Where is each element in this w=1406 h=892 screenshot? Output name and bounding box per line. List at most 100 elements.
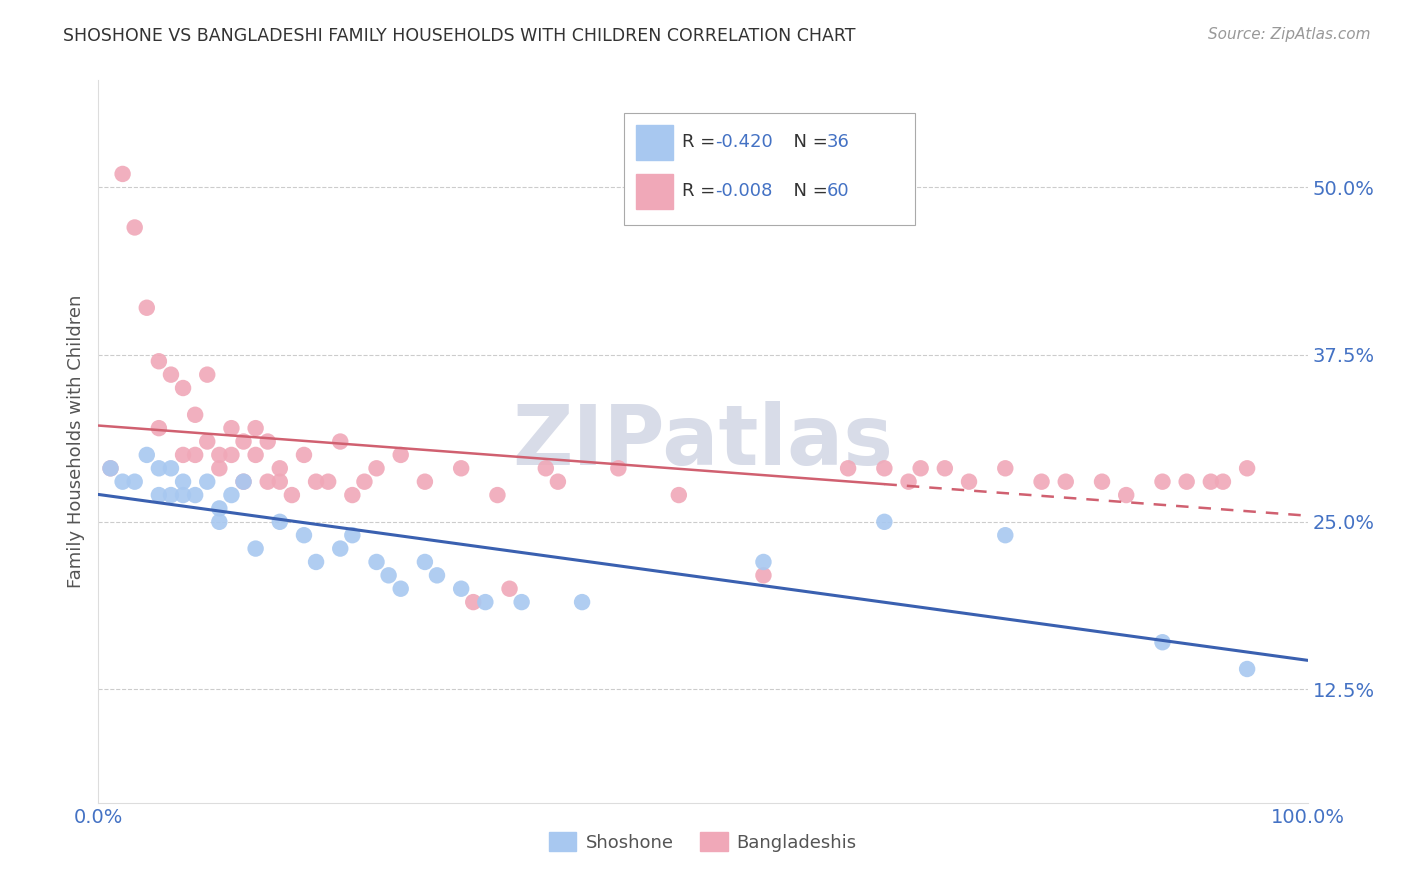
- Point: [208, 448, 231, 462]
- Point: [135, 448, 157, 462]
- Point: [534, 461, 557, 475]
- Point: [269, 461, 291, 475]
- Point: [208, 501, 231, 516]
- Point: [111, 475, 134, 489]
- Point: [100, 461, 122, 475]
- Point: [148, 354, 170, 368]
- Point: [269, 475, 291, 489]
- Point: [172, 488, 194, 502]
- Point: [232, 434, 254, 449]
- Point: [100, 461, 122, 475]
- Point: [463, 595, 485, 609]
- Point: [752, 568, 775, 582]
- Point: [1152, 635, 1174, 649]
- Point: [450, 461, 472, 475]
- Point: [281, 488, 304, 502]
- Point: [498, 582, 520, 596]
- Point: [547, 475, 569, 489]
- Point: [245, 541, 267, 556]
- Point: [1152, 475, 1174, 489]
- Point: [184, 448, 207, 462]
- Point: [208, 515, 231, 529]
- Text: R =: R =: [682, 182, 721, 200]
- Point: [172, 448, 194, 462]
- Point: [256, 475, 278, 489]
- Point: [389, 448, 412, 462]
- Point: [413, 555, 436, 569]
- Point: [172, 381, 194, 395]
- Point: [135, 301, 157, 315]
- Point: [292, 528, 315, 542]
- Point: [413, 475, 436, 489]
- Text: -0.420: -0.420: [716, 133, 773, 151]
- Point: [111, 167, 134, 181]
- Point: [934, 461, 956, 475]
- Point: [148, 461, 170, 475]
- Point: [195, 368, 218, 382]
- Point: [342, 488, 364, 502]
- Point: [366, 555, 388, 569]
- Point: [994, 528, 1017, 542]
- Text: -0.008: -0.008: [716, 182, 772, 200]
- Point: [160, 368, 183, 382]
- Point: [195, 475, 218, 489]
- Point: [571, 595, 593, 609]
- Point: [208, 461, 231, 475]
- Point: [184, 408, 207, 422]
- Point: [486, 488, 509, 502]
- Point: [160, 488, 183, 502]
- Point: [1212, 475, 1234, 489]
- Text: 36: 36: [827, 133, 849, 151]
- Point: [910, 461, 932, 475]
- Point: [474, 595, 496, 609]
- Text: 60: 60: [827, 182, 849, 200]
- Point: [426, 568, 449, 582]
- Point: [232, 475, 254, 489]
- FancyBboxPatch shape: [637, 174, 672, 209]
- Point: [994, 461, 1017, 475]
- Point: [1091, 475, 1114, 489]
- Point: [1054, 475, 1077, 489]
- Point: [292, 448, 315, 462]
- Point: [221, 421, 243, 435]
- Y-axis label: Family Households with Children: Family Households with Children: [66, 295, 84, 588]
- Point: [377, 568, 399, 582]
- Point: [450, 582, 472, 596]
- Point: [329, 541, 352, 556]
- Point: [1175, 475, 1198, 489]
- Point: [316, 475, 339, 489]
- Point: [184, 488, 207, 502]
- Point: [837, 461, 859, 475]
- Point: [172, 475, 194, 489]
- Point: [124, 475, 146, 489]
- Point: [353, 475, 375, 489]
- Point: [752, 555, 775, 569]
- Legend: Shoshone, Bangladeshis: Shoshone, Bangladeshis: [543, 825, 863, 859]
- Point: [1236, 461, 1258, 475]
- Point: [269, 515, 291, 529]
- Point: [256, 434, 278, 449]
- Point: [510, 595, 533, 609]
- Point: [124, 220, 146, 235]
- Point: [1031, 475, 1053, 489]
- Point: [957, 475, 980, 489]
- Text: SHOSHONE VS BANGLADESHI FAMILY HOUSEHOLDS WITH CHILDREN CORRELATION CHART: SHOSHONE VS BANGLADESHI FAMILY HOUSEHOLD…: [63, 27, 856, 45]
- Point: [1236, 662, 1258, 676]
- Text: R =: R =: [682, 133, 721, 151]
- Point: [195, 434, 218, 449]
- Point: [1115, 488, 1137, 502]
- Point: [221, 448, 243, 462]
- Point: [245, 421, 267, 435]
- Point: [1199, 475, 1222, 489]
- Point: [873, 461, 896, 475]
- Point: [160, 461, 183, 475]
- Point: [148, 421, 170, 435]
- Text: N =: N =: [782, 133, 834, 151]
- FancyBboxPatch shape: [637, 125, 672, 160]
- Text: Source: ZipAtlas.com: Source: ZipAtlas.com: [1208, 27, 1371, 42]
- Point: [607, 461, 630, 475]
- Point: [305, 555, 328, 569]
- Point: [305, 475, 328, 489]
- Point: [897, 475, 920, 489]
- Text: ZIPatlas: ZIPatlas: [513, 401, 893, 482]
